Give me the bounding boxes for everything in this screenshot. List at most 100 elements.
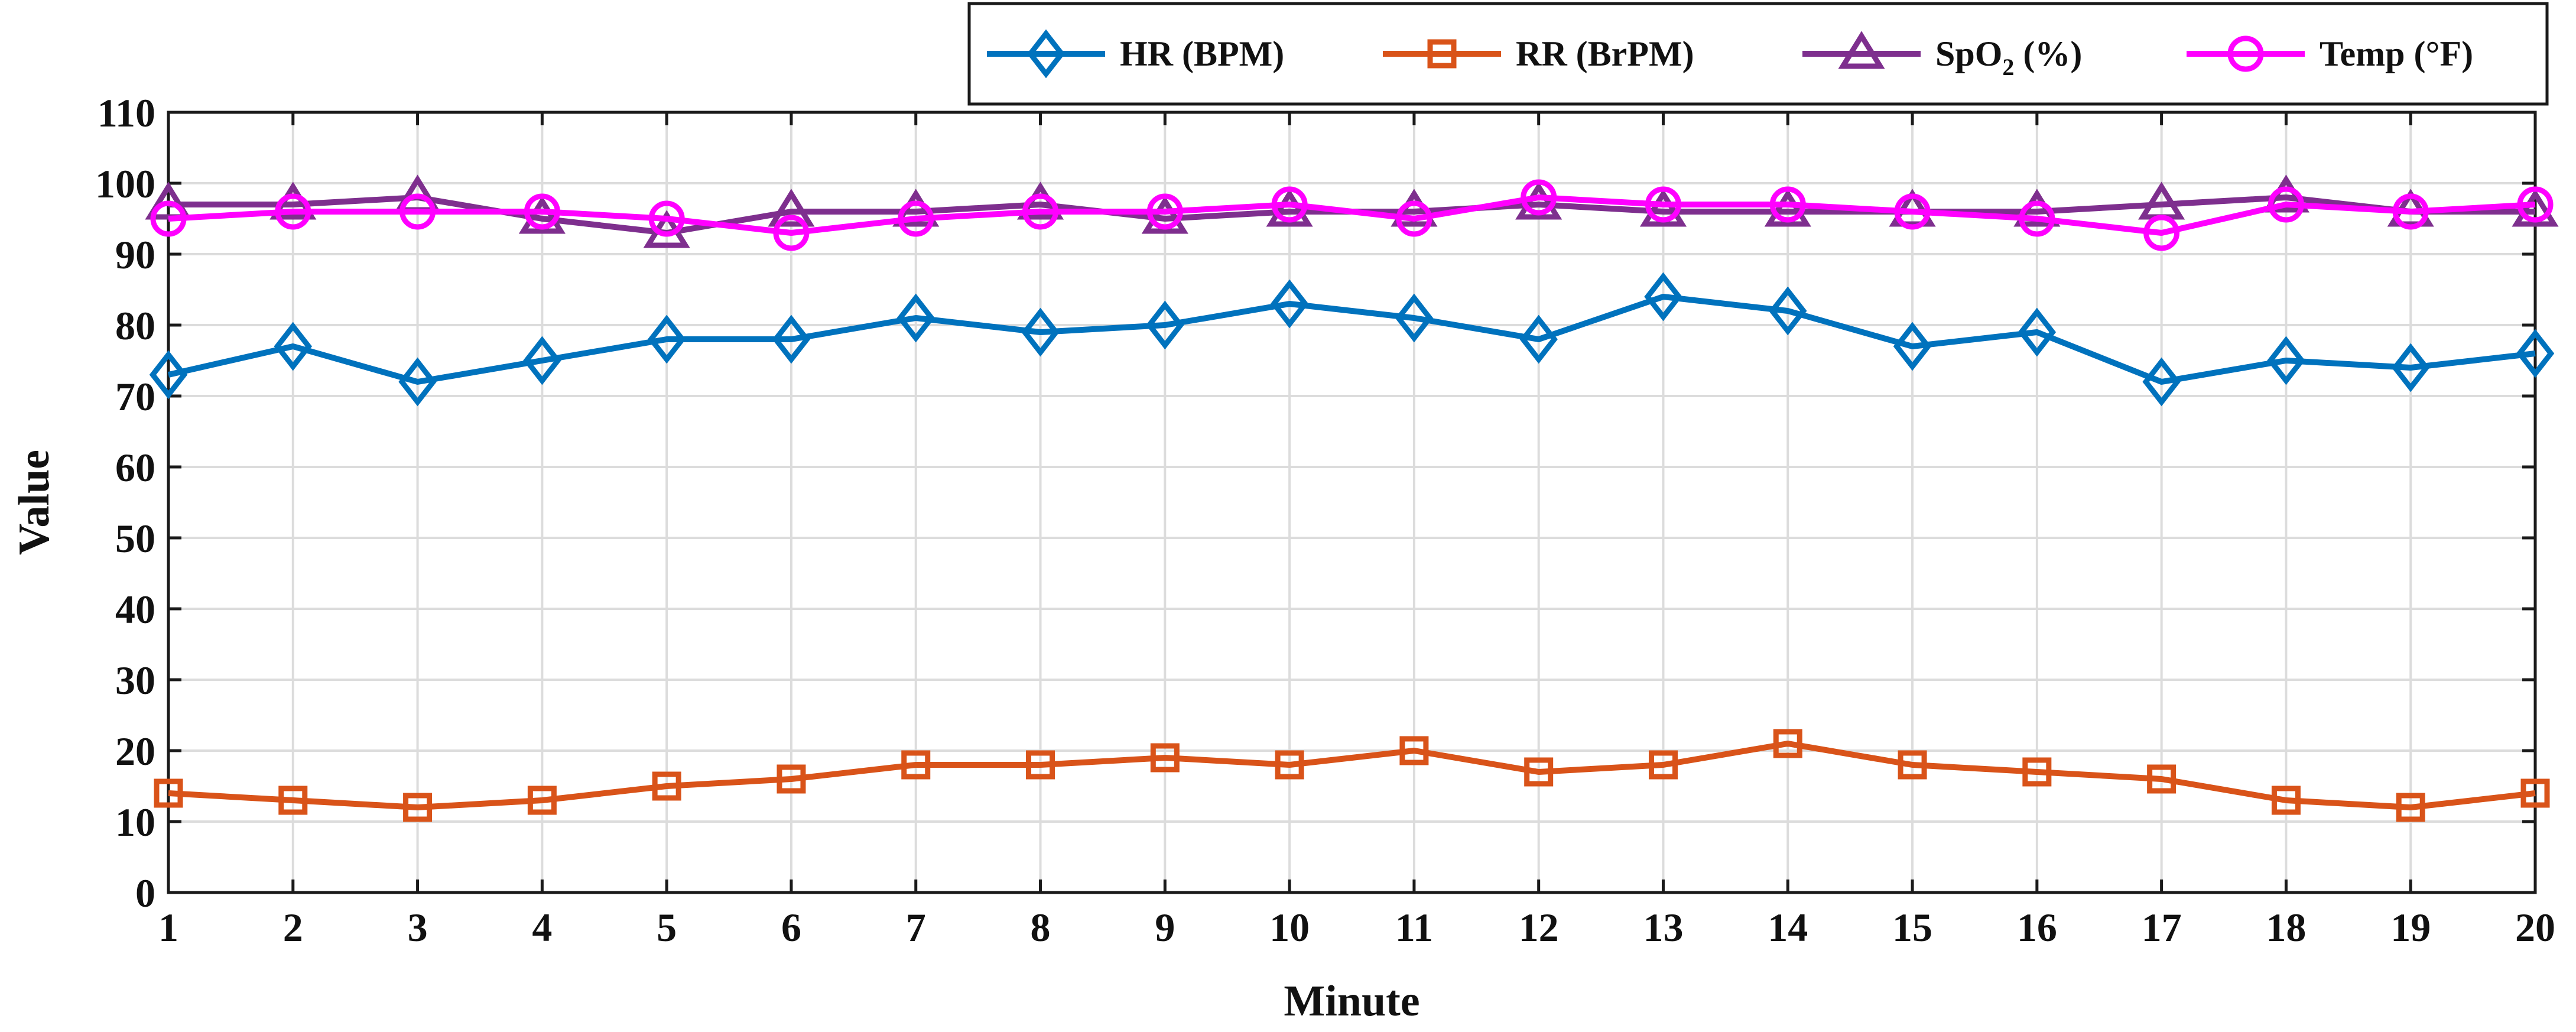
legend-marker — [1026, 29, 1066, 79]
series-1 — [149, 272, 2555, 407]
data-point — [1141, 196, 1188, 234]
data-point — [2512, 189, 2559, 227]
data-point — [898, 200, 934, 237]
data-point — [1764, 189, 1811, 227]
data-point — [1270, 279, 1309, 329]
legend-label: Temp (°F) — [2320, 34, 2473, 73]
data-point — [652, 771, 681, 801]
legend: HR (BPM) RR (BrPM) SpO2 (%) Temp (°F) — [967, 2, 2549, 106]
legend-marker — [1427, 39, 1457, 69]
data-point — [1644, 272, 1682, 322]
x-tick-label: 8 — [1031, 905, 1051, 950]
data-point — [1266, 189, 1313, 227]
y-tick-label: 10 — [115, 800, 155, 845]
data-point — [1026, 750, 1055, 780]
grid — [167, 111, 2536, 894]
data-point — [1769, 186, 1806, 223]
legend-marker — [1838, 31, 1885, 69]
data-point — [2516, 329, 2555, 378]
series-2 — [154, 729, 2550, 822]
data-point — [2143, 215, 2180, 251]
data-point — [1639, 189, 1687, 227]
data-point — [403, 793, 433, 822]
data-point — [1524, 757, 1554, 787]
x-tick-label: 14 — [1768, 905, 1808, 950]
data-point — [768, 189, 815, 227]
data-point — [1898, 750, 1927, 780]
data-point — [777, 764, 806, 794]
y-tick-label: 50 — [115, 516, 155, 561]
x-tick-label: 2 — [283, 905, 303, 950]
series-group — [145, 174, 2559, 822]
data-point — [648, 200, 685, 237]
x-tick-label: 18 — [2266, 905, 2306, 950]
data-point — [278, 786, 308, 815]
y-tick-label: 80 — [115, 303, 155, 348]
data-point — [1521, 179, 1557, 216]
x-axis-ticks: 1 2 3 4 5 6 7 8 9 10 11 12 13 14 15 16 17 18 19 20 — [158, 112, 2555, 950]
x-tick-label: 15 — [1892, 905, 1932, 950]
data-point — [1396, 200, 1432, 237]
series-line — [167, 294, 2536, 385]
data-point — [1021, 307, 1060, 357]
y-tick-label: 100 — [95, 161, 155, 206]
x-tick-label: 9 — [1155, 905, 1175, 950]
x-tick-label: 6 — [781, 905, 801, 950]
x-tick-label: 13 — [1643, 905, 1683, 950]
y-tick-label: 60 — [115, 445, 155, 490]
data-point — [274, 322, 313, 371]
series-line — [168, 741, 2536, 810]
data-point — [150, 200, 187, 237]
data-point — [2392, 193, 2429, 230]
x-tick-label: 3 — [408, 905, 428, 950]
data-point — [2268, 186, 2304, 223]
data-point — [1022, 193, 1059, 230]
data-point — [1271, 186, 1308, 223]
data-point — [2022, 757, 2052, 787]
y-tick-label: 20 — [115, 729, 155, 774]
data-point — [524, 193, 560, 230]
data-point — [772, 314, 811, 364]
data-point — [1146, 300, 1184, 350]
x-tick-label: 5 — [657, 905, 677, 950]
legend-label: RR (BrPM) — [1516, 34, 1694, 73]
data-point — [1275, 750, 1304, 780]
data-point — [2520, 778, 2550, 808]
y-axis-title: Value — [10, 450, 59, 555]
x-tick-label: 1 — [158, 905, 178, 950]
legend-marker — [2227, 35, 2264, 72]
data-point — [901, 750, 931, 780]
data-point — [527, 786, 557, 815]
data-point — [1395, 293, 1434, 343]
data-point — [1769, 286, 1807, 336]
data-point — [773, 215, 810, 251]
legend-item: SpO2 (%) — [1802, 31, 2082, 80]
data-point — [647, 314, 686, 364]
data-point — [2147, 764, 2177, 794]
data-point — [1519, 314, 1558, 364]
data-point — [275, 193, 311, 230]
data-point — [2391, 343, 2430, 392]
data-point — [399, 193, 436, 230]
data-point — [2396, 793, 2425, 822]
y-tick-label: 110 — [98, 90, 155, 135]
data-point — [1146, 193, 1183, 230]
legend-label: SpO2 (%) — [1935, 34, 2082, 80]
data-point — [2267, 336, 2305, 385]
data-point — [149, 350, 188, 400]
legend-item: RR (BrPM) — [1383, 34, 1694, 73]
x-axis-title: Minute — [1284, 977, 1419, 1025]
x-tick-label: 11 — [1395, 905, 1433, 950]
y-axis-ticks: 0 10 20 30 40 50 60 70 80 90 100 110 — [95, 90, 2535, 916]
x-tick-label: 19 — [2390, 905, 2431, 950]
series-4 — [150, 179, 2554, 251]
data-point — [1648, 750, 1678, 780]
plot-area-frame — [167, 111, 2537, 894]
data-point — [2517, 186, 2554, 223]
x-tick-label: 17 — [2142, 905, 2182, 950]
y-tick-label: 0 — [135, 871, 155, 916]
data-point — [1773, 729, 1802, 758]
data-point — [154, 778, 183, 808]
data-point — [1645, 186, 1681, 223]
